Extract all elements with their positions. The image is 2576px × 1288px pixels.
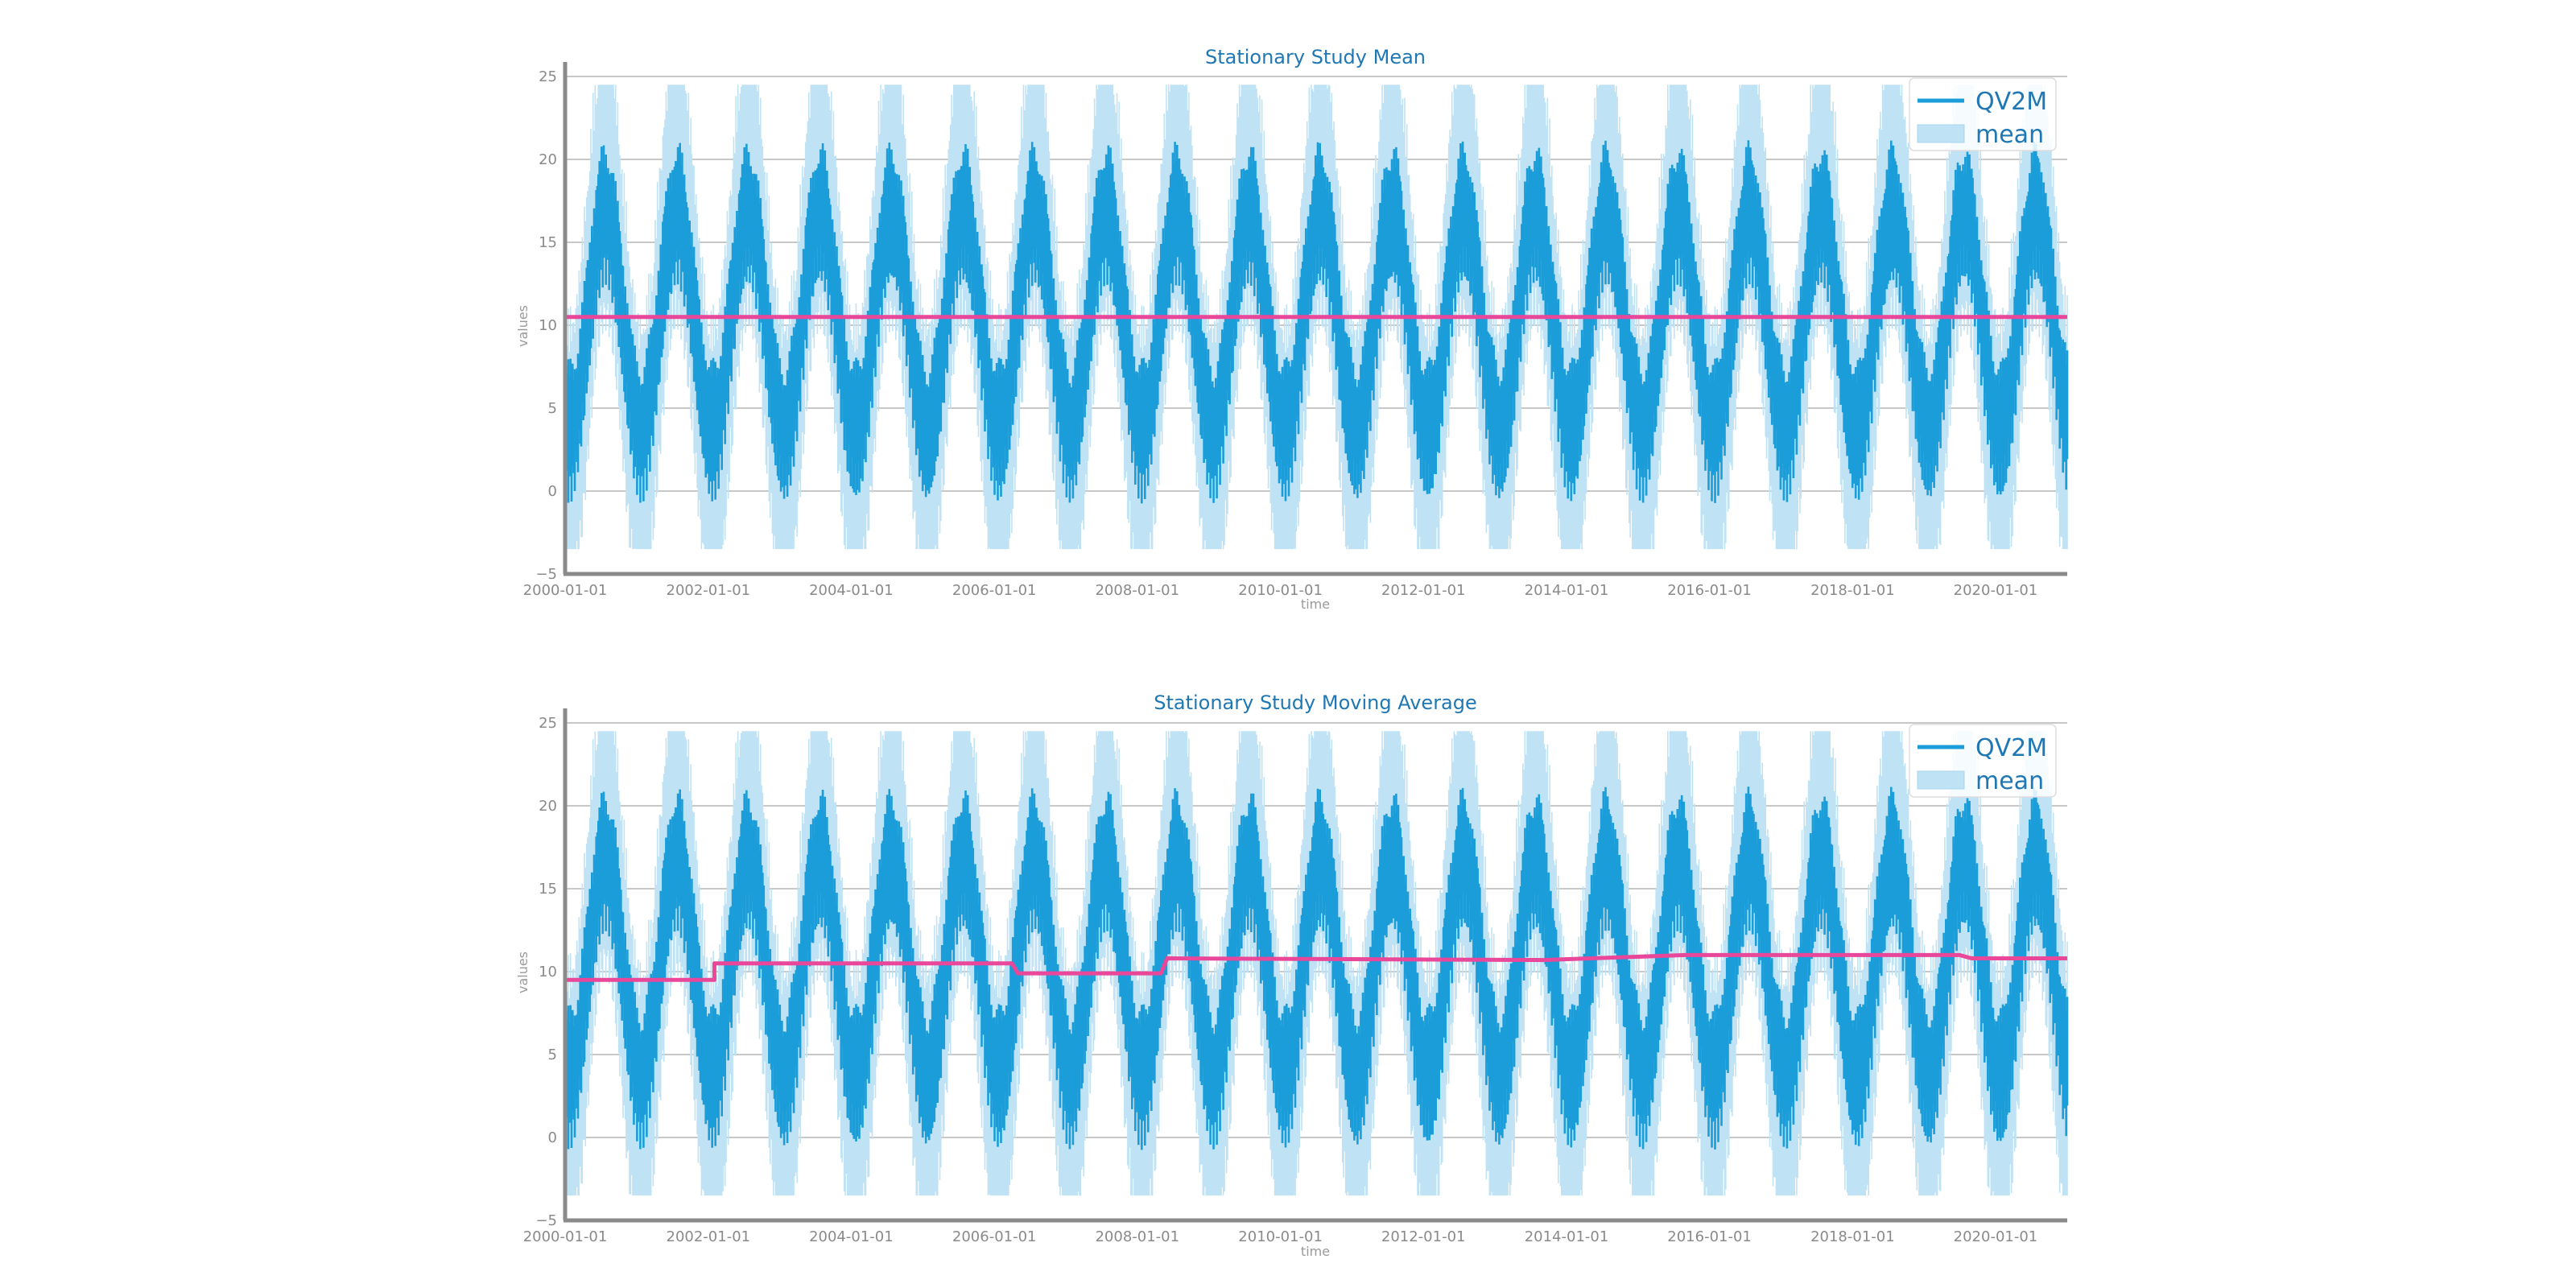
legend-label-qv2m: QV2M <box>1975 88 2047 116</box>
x-axis-label: time <box>1301 597 1330 612</box>
chart-stationary-mean: Stationary Study Mean values time −5 0 5 10… <box>515 46 2069 612</box>
legend-label-mean: mean <box>1975 121 2044 149</box>
legend-swatch-mean <box>1917 770 1965 790</box>
chart-title: Stationary Study Mean <box>1205 46 1426 68</box>
chart-title: Stationary Study Moving Average <box>1154 691 1477 714</box>
x-tick-label: 2000-01-01 <box>523 582 608 599</box>
y-tick-label: 10 <box>539 317 557 334</box>
y-axis-label: values <box>515 952 530 993</box>
y-tick-label: −5 <box>535 1212 557 1229</box>
x-tick-label: 2014-01-01 <box>1525 1228 1609 1245</box>
y-tick-label: 25 <box>539 715 557 732</box>
x-tick-label: 2012-01-01 <box>1381 1228 1466 1245</box>
legend-swatch-mean <box>1917 124 1965 143</box>
x-tick-label: 2012-01-01 <box>1381 582 1466 599</box>
y-tick-label: 20 <box>539 798 557 815</box>
legend: QV2M mean <box>1909 77 2057 151</box>
legend-label-qv2m: QV2M <box>1975 734 2047 762</box>
x-tick-label: 2004-01-01 <box>809 1228 894 1245</box>
y-tick-label: −5 <box>535 566 557 583</box>
y-tick-label: 15 <box>539 881 557 898</box>
x-tick-label: 2018-01-01 <box>1810 582 1895 599</box>
x-tick-label: 2016-01-01 <box>1667 1228 1752 1245</box>
y-tick-label: 10 <box>539 964 557 980</box>
x-ticks: 2000-01-01 2002-01-01 2004-01-01 2006-01-01… <box>523 1228 2038 1245</box>
x-tick-label: 2000-01-01 <box>523 1228 608 1245</box>
x-tick-label: 2020-01-01 <box>1954 582 2038 599</box>
x-tick-label: 2008-01-01 <box>1095 582 1179 599</box>
x-ticks: 2000-01-01 2002-01-01 2004-01-01 2006-01-01… <box>523 582 2038 599</box>
y-ticks: −5 0 5 10 15 20 25 <box>535 68 557 583</box>
x-tick-label: 2002-01-01 <box>667 1228 751 1245</box>
x-tick-label: 2020-01-01 <box>1954 1228 2038 1245</box>
x-axis-label: time <box>1301 1244 1330 1259</box>
y-tick-label: 15 <box>539 234 557 251</box>
x-tick-label: 2016-01-01 <box>1667 582 1752 599</box>
y-tick-label: 5 <box>548 1046 557 1063</box>
y-tick-label: 5 <box>548 400 557 417</box>
mean-series-line <box>565 952 2067 982</box>
y-tick-label: 25 <box>539 68 557 85</box>
x-tick-label: 2004-01-01 <box>809 582 894 599</box>
x-tick-label: 2010-01-01 <box>1238 582 1323 599</box>
x-tick-label: 2014-01-01 <box>1525 582 1609 599</box>
y-tick-label: 20 <box>539 151 557 168</box>
x-tick-label: 2010-01-01 <box>1238 1228 1323 1245</box>
y-tick-label: 0 <box>548 1129 557 1146</box>
legend-label-mean: mean <box>1975 767 2044 795</box>
x-tick-label: 2002-01-01 <box>667 582 751 599</box>
y-axis-label: values <box>515 305 530 347</box>
y-tick-label: 0 <box>548 483 557 500</box>
legend: QV2M mean <box>1909 724 2057 798</box>
chart-stationary-moving-average: Stationary Study Moving Average values t… <box>515 691 2069 1259</box>
y-ticks: −5 0 5 10 15 20 25 <box>535 715 557 1229</box>
x-tick-label: 2018-01-01 <box>1810 1228 1895 1245</box>
x-tick-label: 2008-01-01 <box>1095 1228 1179 1245</box>
x-tick-label: 2006-01-01 <box>952 582 1037 599</box>
x-tick-label: 2006-01-01 <box>952 1228 1037 1245</box>
